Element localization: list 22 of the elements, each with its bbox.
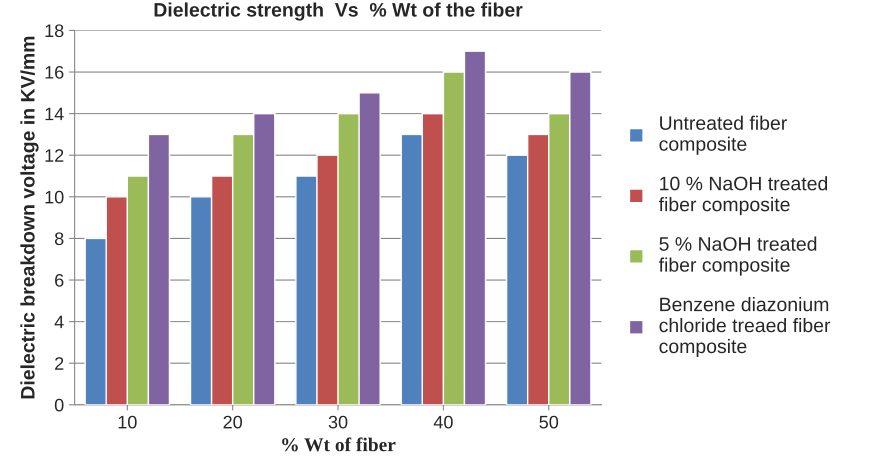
y-tick-label: 6: [55, 274, 64, 287]
y-tick-label: 18: [46, 24, 64, 38]
y-tick-label: 14: [46, 108, 64, 120]
x-tick-label: 30: [328, 416, 348, 428]
x-tick-label: 50: [539, 416, 558, 428]
legend-label: Benzene diazonium chloride treaed fiber composite: [659, 297, 830, 358]
y-tick-label: 4: [54, 316, 64, 328]
x-tick-label: 10: [118, 416, 137, 428]
y-tick-label: 8: [54, 232, 64, 246]
x-tick-label: 40: [434, 416, 453, 428]
x-tick-label: 20: [224, 416, 242, 428]
legend-label: Untreated fiber composite: [659, 116, 787, 155]
x-axis-title: % Wt of fiber: [282, 437, 396, 452]
y-tick-label: 2: [55, 357, 64, 370]
legend-label: 10 % NaOH treated fiber composite: [658, 176, 828, 216]
y-tick-label: 0: [54, 398, 64, 412]
y-tick-label: 16: [46, 66, 64, 79]
chart-title: Dielectric strength Vs % Wt of the fiber: [154, 2, 522, 21]
y-tick-label: 12: [46, 149, 64, 162]
y-tick-label: 10: [46, 190, 64, 204]
legend-label: 5 % NaOH treated fiber composite: [658, 236, 816, 276]
y-axis-title: Dielectric breakdown voltage in KV/mm: [20, 36, 39, 398]
